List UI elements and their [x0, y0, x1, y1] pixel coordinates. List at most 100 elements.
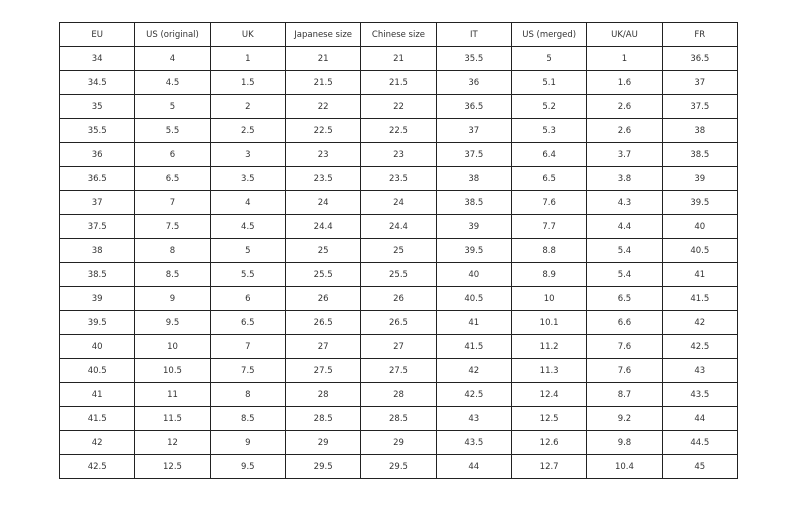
column-header: Japanese size — [284, 22, 362, 47]
table-cell: 39.5 — [661, 190, 739, 215]
table-cell: 35.5 — [435, 46, 512, 71]
table-cell: 9.5 — [134, 310, 211, 335]
table-cell: 29.5 — [360, 454, 437, 479]
table-cell: 3.7 — [586, 142, 663, 167]
table-row: 40.5 10.5 7.5 27.5 27.5 42 11.3 7.6 43 — [58, 358, 739, 383]
table-cell: 39.5 — [435, 238, 512, 263]
table-cell: 36.5 — [58, 166, 136, 191]
table-cell: 41.5 — [661, 286, 739, 311]
table-cell: 23.5 — [284, 166, 362, 191]
table-cell: 1 — [586, 46, 663, 71]
table-cell: 7.6 — [586, 334, 663, 359]
table-cell: 38.5 — [58, 262, 136, 287]
table-cell: 42.5 — [58, 454, 136, 479]
table-cell: 7 — [134, 190, 211, 215]
table-cell: 22 — [360, 94, 437, 119]
table-cell: 7.6 — [586, 358, 663, 383]
table-cell: 41.5 — [58, 406, 136, 431]
table-cell: 27.5 — [284, 358, 362, 383]
table-cell: 5.5 — [209, 262, 286, 287]
table-cell: 43 — [661, 358, 739, 383]
table-cell: 6 — [134, 142, 211, 167]
table-cell: 10.5 — [134, 358, 211, 383]
table-cell: 6.5 — [586, 286, 663, 311]
table-cell: 22 — [284, 94, 362, 119]
table-cell: 37 — [661, 70, 739, 95]
table-row: 36.5 6.5 3.5 23.5 23.5 38 6.5 3.8 39 — [58, 166, 739, 191]
column-header: UK — [209, 22, 286, 47]
table-row: 34 4 1 21 21 35.5 5 1 36.5 — [58, 46, 739, 71]
table-cell: 27 — [284, 334, 362, 359]
table-cell: 22.5 — [284, 118, 362, 143]
table-row: 41.5 11.5 8.5 28.5 28.5 43 12.5 9.2 44 — [58, 406, 739, 431]
table-cell: 11.3 — [510, 358, 588, 383]
table-cell: 21.5 — [284, 70, 362, 95]
table-cell: 43.5 — [435, 430, 512, 455]
table-cell: 4.5 — [134, 70, 211, 95]
table-cell: 43.5 — [661, 382, 739, 407]
table-cell: 23 — [284, 142, 362, 167]
table-cell: 27.5 — [360, 358, 437, 383]
table-cell: 4.4 — [586, 214, 663, 239]
table-cell: 5 — [510, 46, 588, 71]
column-header: Chinese size — [360, 22, 437, 47]
table-cell: 4.3 — [586, 190, 663, 215]
table-cell: 6.5 — [134, 166, 211, 191]
table-cell: 8 — [134, 238, 211, 263]
table-cell: 24.4 — [284, 214, 362, 239]
table-cell: 39 — [58, 286, 136, 311]
table-cell: 40.5 — [661, 238, 739, 263]
table-cell: 36 — [58, 142, 136, 167]
table-cell: 10.4 — [586, 454, 663, 479]
table-row: 42.5 12.5 9.5 29.5 29.5 44 12.7 10.4 45 — [58, 454, 739, 479]
table-row: 37 7 4 24 24 38.5 7.6 4.3 39.5 — [58, 190, 739, 215]
table-cell: 43 — [435, 406, 512, 431]
table-cell: 5 — [209, 238, 286, 263]
table-cell: 44 — [435, 454, 512, 479]
table-cell: 6.4 — [510, 142, 588, 167]
table-cell: 3 — [209, 142, 286, 167]
table-cell: 35.5 — [58, 118, 136, 143]
table-cell: 34.5 — [58, 70, 136, 95]
table-cell: 6.5 — [209, 310, 286, 335]
table-cell: 22.5 — [360, 118, 437, 143]
table-cell: 41.5 — [435, 334, 512, 359]
table-cell: 42 — [435, 358, 512, 383]
table-row: 39 9 6 26 26 40.5 10 6.5 41.5 — [58, 286, 739, 311]
column-header: US (merged) — [510, 22, 588, 47]
table-cell: 39.5 — [58, 310, 136, 335]
table-cell: 25 — [284, 238, 362, 263]
table-cell: 26.5 — [284, 310, 362, 335]
table-cell: 12.5 — [510, 406, 588, 431]
table-cell: 27 — [360, 334, 437, 359]
table-cell: 28 — [284, 382, 362, 407]
table-cell: 1 — [209, 46, 286, 71]
table-cell: 5.1 — [510, 70, 588, 95]
table-cell: 34 — [58, 46, 136, 71]
size-conversion-table: EU US (original) UK Japanese size Chinese si… — [58, 22, 739, 479]
table-cell: 45 — [661, 454, 739, 479]
table-cell: 25 — [360, 238, 437, 263]
table-cell: 12.6 — [510, 430, 588, 455]
table-row: 36 6 3 23 23 37.5 6.4 3.7 38.5 — [58, 142, 739, 167]
table-cell: 5.3 — [510, 118, 588, 143]
table-cell: 9.5 — [209, 454, 286, 479]
table-cell: 8.5 — [134, 262, 211, 287]
table-cell: 2.6 — [586, 118, 663, 143]
table-cell: 37.5 — [661, 94, 739, 119]
table-cell: 23 — [360, 142, 437, 167]
table-cell: 7 — [209, 334, 286, 359]
table-cell: 25.5 — [284, 262, 362, 287]
table-cell: 26.5 — [360, 310, 437, 335]
table-cell: 29 — [360, 430, 437, 455]
table-cell: 8.7 — [586, 382, 663, 407]
table-row: 40 10 7 27 27 41.5 11.2 7.6 42.5 — [58, 334, 739, 359]
table-cell: 8.8 — [510, 238, 588, 263]
table-cell: 40.5 — [435, 286, 512, 311]
table-cell: 9.2 — [586, 406, 663, 431]
table-cell: 36 — [435, 70, 512, 95]
table-cell: 8 — [209, 382, 286, 407]
table-row: 38.5 8.5 5.5 25.5 25.5 40 8.9 5.4 41 — [58, 262, 739, 287]
table-cell: 44 — [661, 406, 739, 431]
table-cell: 7.6 — [510, 190, 588, 215]
